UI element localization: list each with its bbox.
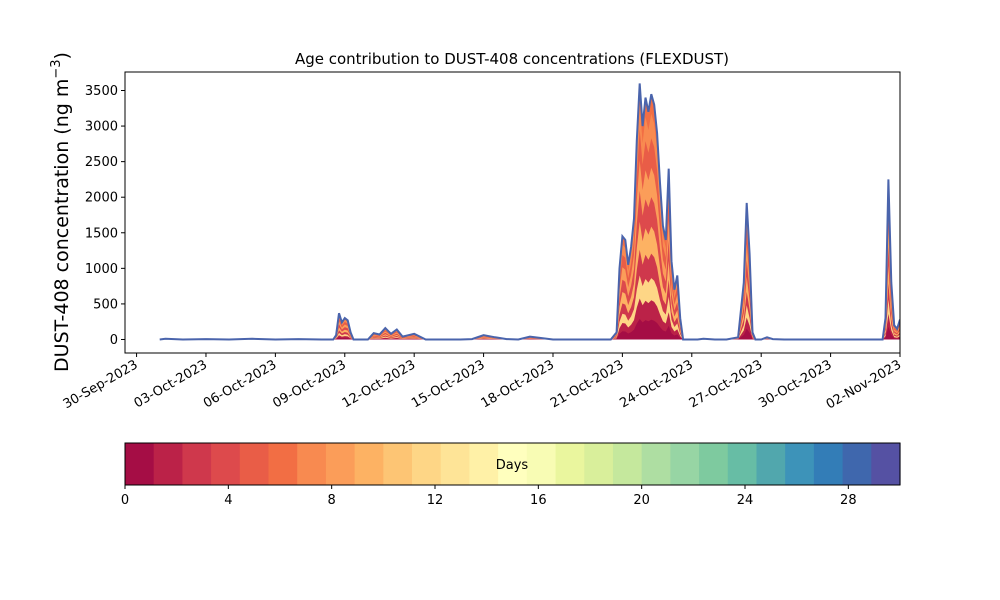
colorbar-tick-label: 12 <box>427 493 444 508</box>
age-band-area <box>159 103 900 340</box>
x-tick-label: 15-Oct-2023 <box>409 357 487 411</box>
y-tick-label: 2500 <box>85 155 118 170</box>
y-axis-label: DUST-408 concentration (ng m−3) <box>49 52 73 372</box>
colorbar-segment <box>469 443 499 485</box>
colorbar-segment <box>182 443 212 485</box>
age-band-area <box>159 249 900 340</box>
colorbar-segment <box>211 443 241 485</box>
x-tick-label: 27-Oct-2023 <box>687 357 765 411</box>
x-tick-label: 02-Nov-2023 <box>824 357 904 412</box>
y-tick-label: 3500 <box>85 84 118 99</box>
colorbar-segment <box>813 443 844 485</box>
y-tick-label: 3000 <box>85 120 118 135</box>
colorbar-tick-label: 20 <box>633 493 650 508</box>
colorbar-segment <box>584 443 614 485</box>
x-tick-label: 24-Oct-2023 <box>617 357 695 411</box>
colorbar-segment <box>756 443 786 485</box>
colorbar-segment <box>641 443 671 485</box>
colorbar-segment <box>498 443 528 485</box>
colorbar-segment <box>153 443 183 485</box>
colorbar-tick-label: 28 <box>840 493 857 508</box>
colorbar-segment <box>555 443 585 485</box>
colorbar-tick-label: 24 <box>737 493 754 508</box>
x-tick-label: 12-Oct-2023 <box>340 357 418 411</box>
colorbar-segment <box>297 443 327 485</box>
colorbar-tick-label: 0 <box>121 493 129 508</box>
chart-title: Age contribution to DUST-408 concentrati… <box>295 50 729 68</box>
x-tick-label: 09-Oct-2023 <box>270 357 348 411</box>
y-tick-label: 500 <box>93 297 118 312</box>
colorbar-segment <box>354 443 384 485</box>
age-contribution-areas <box>159 83 900 340</box>
x-tick-label: 30-Oct-2023 <box>756 357 834 411</box>
colorbar-segment <box>670 443 700 485</box>
colorbar-segment <box>440 443 471 485</box>
x-axis: 30-Sep-202303-Oct-202306-Oct-202309-Oct-… <box>61 353 904 412</box>
colorbar-segment <box>325 443 356 485</box>
y-axis: 0 500 1000 1500 2000 2500 3000 3500 <box>85 84 125 348</box>
x-tick-label: 03-Oct-2023 <box>132 357 210 411</box>
total-concentration-line <box>159 83 900 341</box>
age-band-area <box>159 298 900 340</box>
colorbar-segment <box>699 443 729 485</box>
colorbar-segment <box>526 443 557 485</box>
age-colorbar: 0 4 8 12 16 20 24 28 <box>121 442 901 508</box>
age-band-area <box>159 83 900 340</box>
age-band-area <box>159 160 900 340</box>
colorbar-segment <box>727 443 758 485</box>
age-band-area <box>159 221 900 340</box>
colorbar-segment <box>239 443 270 485</box>
y-tick-label: 1500 <box>85 226 118 241</box>
plot-frame <box>124 71 901 354</box>
colorbar-segment <box>125 443 155 485</box>
y-tick-label: 0 <box>110 333 118 348</box>
y-tick-label: 2000 <box>85 191 118 206</box>
colorbar-label: Days <box>496 458 529 473</box>
x-tick-label: 18-Oct-2023 <box>479 357 557 411</box>
y-tick-label: 1000 <box>85 262 118 277</box>
age-band-area <box>159 275 900 340</box>
colorbar-tick-label: 8 <box>328 493 336 508</box>
plot-area <box>159 83 900 341</box>
colorbar-segment <box>268 443 298 485</box>
colorbar-tick-label: 4 <box>224 493 232 508</box>
colorbar-segment <box>785 443 815 485</box>
age-band-area <box>159 129 900 340</box>
colorbar-segment <box>842 443 872 485</box>
x-tick-label: 06-Oct-2023 <box>201 357 279 411</box>
x-tick-label: 21-Oct-2023 <box>548 357 626 411</box>
colorbar-segment <box>383 443 413 485</box>
colorbar-segment <box>612 443 643 485</box>
age-band-area <box>159 190 900 340</box>
colorbar-tick-label: 16 <box>530 493 547 508</box>
colorbar-segment <box>871 443 901 485</box>
colorbar-segment <box>412 443 442 485</box>
colorbar-frame <box>124 442 901 486</box>
